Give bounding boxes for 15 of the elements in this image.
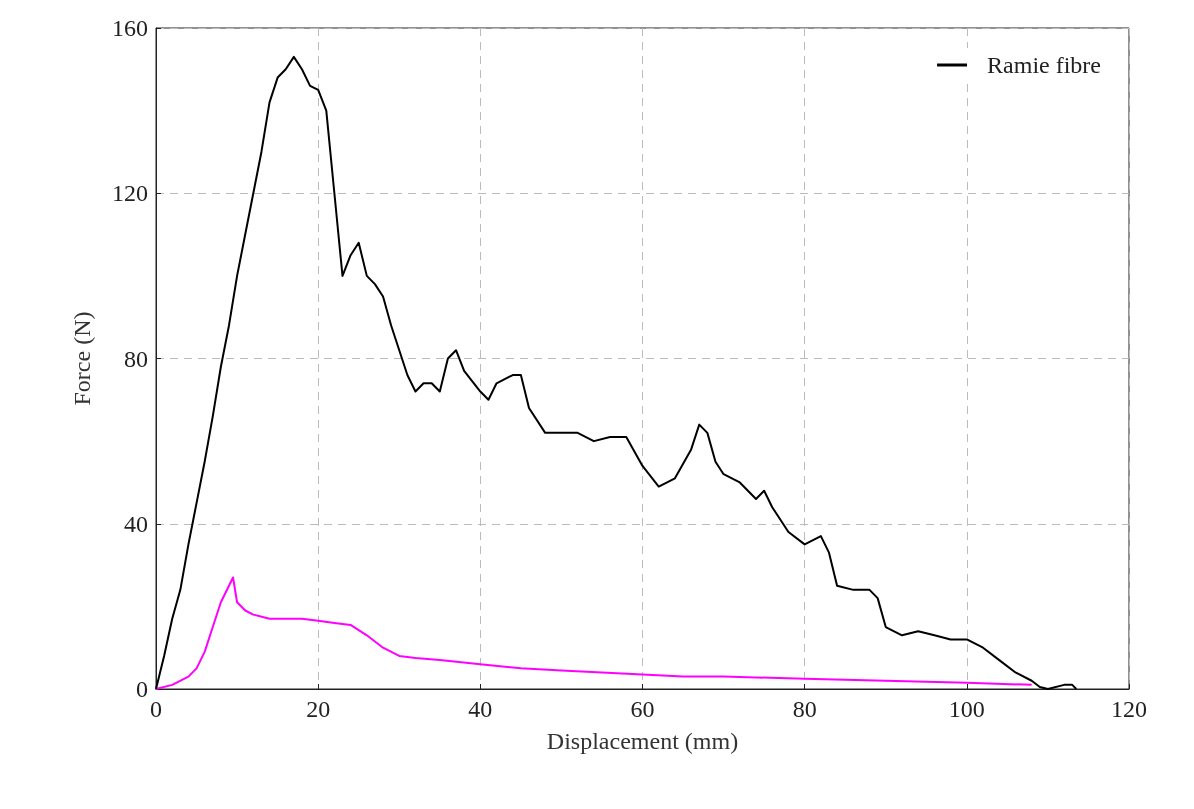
y-tick-label: 160 xyxy=(112,15,148,41)
x-tick-label: 60 xyxy=(630,696,655,722)
x-tick-label: 20 xyxy=(306,696,331,722)
x-axis-title: Displacement (mm) xyxy=(546,728,739,754)
y-tick-label: 40 xyxy=(124,510,148,537)
y-tick-label: 120 xyxy=(112,180,148,207)
y-tick-label: 80 xyxy=(124,345,148,372)
x-tick-label: 40 xyxy=(468,696,493,722)
x-tick-label: 80 xyxy=(792,696,817,722)
line-series xyxy=(155,576,1033,690)
legend-label: Ramie fibre xyxy=(987,52,1101,78)
x-tick-label: 120 xyxy=(1111,696,1147,722)
y-axis-title: Force (N) xyxy=(69,311,95,406)
x-tick-label: 100 xyxy=(948,696,985,722)
y-tick-label: 0 xyxy=(136,676,148,702)
